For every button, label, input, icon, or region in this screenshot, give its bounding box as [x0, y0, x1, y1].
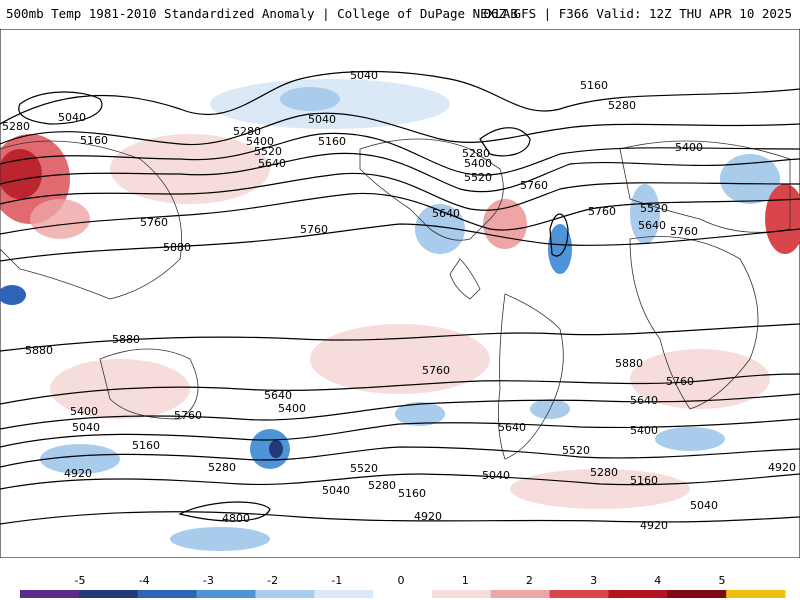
colorbar-ticks: -5 -4 -3 -2 -1 0 1 2 3 4 5 — [75, 574, 726, 587]
contour-label: 5280 — [368, 479, 396, 492]
contour-label: 5880 — [25, 344, 53, 357]
contour-label: 5160 — [80, 134, 108, 147]
contour-label: 5760 — [422, 364, 450, 377]
contour-label: 5640 — [498, 421, 526, 434]
contour-label: 5280 — [208, 461, 236, 474]
contour-label: 5040 — [72, 421, 100, 434]
contour-label: 4920 — [64, 467, 92, 480]
contour-label: 5400 — [630, 424, 658, 437]
contour-label: 4800 — [222, 512, 250, 525]
contour-label: 5760 — [666, 375, 694, 388]
contour-label: 5280 — [233, 125, 261, 138]
contour-label: 4920 — [414, 510, 442, 523]
colorbar-swatch — [667, 590, 727, 598]
contour-label: 5760 — [670, 225, 698, 238]
contour-label: 5160 — [630, 474, 658, 487]
contour-label: 5520 — [464, 171, 492, 184]
anomaly-colorbar: -5 -4 -3 -2 -1 0 1 2 3 4 5 — [20, 574, 786, 598]
contour-label: 5280 — [608, 99, 636, 112]
contour-label: 5880 — [163, 241, 191, 254]
model-run-info: 06Z GFS | F366 Valid: 12Z THU APR 10 202… — [483, 6, 792, 21]
contour-label: 5400 — [70, 405, 98, 418]
height-contours — [0, 70, 800, 525]
contour-label: 5520 — [350, 462, 378, 475]
contour-label: 5640 — [432, 207, 460, 220]
world-map: 5040 5160 5280 5040 5040 5280 5160 5280 … — [0, 29, 800, 558]
contour-label: 5040 — [482, 469, 510, 482]
colorbar-tick-label: -2 — [267, 574, 278, 587]
contour-label: 5760 — [140, 216, 168, 229]
contour-label: 5160 — [318, 135, 346, 148]
colorbar-tick-label: 3 — [590, 574, 597, 587]
contour-label: 5520 — [640, 202, 668, 215]
colorbar-tick-label: -4 — [139, 574, 150, 587]
contour-label: 5400 — [246, 135, 274, 148]
contour-label: 5640 — [630, 394, 658, 407]
contour-label: 5640 — [638, 219, 666, 232]
contour-label: 5640 — [264, 389, 292, 402]
colorbar-swatch — [549, 590, 609, 598]
contour-label: 5520 — [562, 444, 590, 457]
colorbar-swatch — [490, 590, 551, 598]
contour-label-group: 5040 5160 5280 5040 5040 5280 5160 5280 … — [2, 69, 796, 532]
contour-label: 5760 — [588, 205, 616, 218]
contour-label: 5280 — [462, 147, 490, 160]
colorbar-tick-label: 5 — [719, 574, 726, 587]
colorbar-swatch — [137, 590, 198, 598]
contour-label: 5160 — [398, 487, 426, 500]
contour-label: 5160 — [132, 439, 160, 452]
colorbar-swatch — [314, 590, 374, 598]
contour-label: 5760 — [300, 223, 328, 236]
contour-label: 4920 — [640, 519, 668, 532]
contour-label: 5280 — [590, 466, 618, 479]
map-title: 500mb Temp 1981-2010 Standardized Anomal… — [6, 6, 518, 21]
colorbar-swatch — [608, 590, 668, 598]
contour-label: 5040 — [350, 69, 378, 82]
colorbar-swatches — [20, 590, 786, 598]
colorbar-swatch — [726, 590, 786, 598]
colorbar-tick-label: -3 — [203, 574, 214, 587]
contour-label: 5880 — [112, 333, 140, 346]
contour-label: 5040 — [690, 499, 718, 512]
colorbar-tick-label: 1 — [462, 574, 469, 587]
contour-label: 5400 — [464, 157, 492, 170]
contour-label: 5760 — [174, 409, 202, 422]
colorbar-swatch — [20, 590, 80, 598]
colorbar-tick-label: 2 — [526, 574, 533, 587]
colorbar-swatch — [255, 590, 315, 598]
colorbar-swatch — [196, 590, 256, 598]
contour-label: 5040 — [322, 484, 350, 497]
colorbar-swatch — [431, 590, 492, 598]
contour-label: 5400 — [675, 141, 703, 154]
contour-label: 5400 — [278, 402, 306, 415]
contour-label: 5640 — [258, 157, 286, 170]
colorbar-tick-label: -5 — [75, 574, 86, 587]
colorbar-swatch — [373, 590, 433, 598]
contour-label: 5520 — [254, 145, 282, 158]
contour-label: 5040 — [308, 113, 336, 126]
colorbar-tick-label: 4 — [654, 574, 661, 587]
contour-label: 4920 — [768, 461, 796, 474]
colorbar-swatch — [78, 590, 139, 598]
colorbar-tick-label: 0 — [398, 574, 405, 587]
contour-label: 5880 — [615, 357, 643, 370]
colorbar-tick-label: -1 — [331, 574, 342, 587]
contour-label: 5160 — [580, 79, 608, 92]
contour-label: 5040 — [58, 111, 86, 124]
contour-label: 5760 — [520, 179, 548, 192]
contour-label: 5280 — [2, 120, 30, 133]
